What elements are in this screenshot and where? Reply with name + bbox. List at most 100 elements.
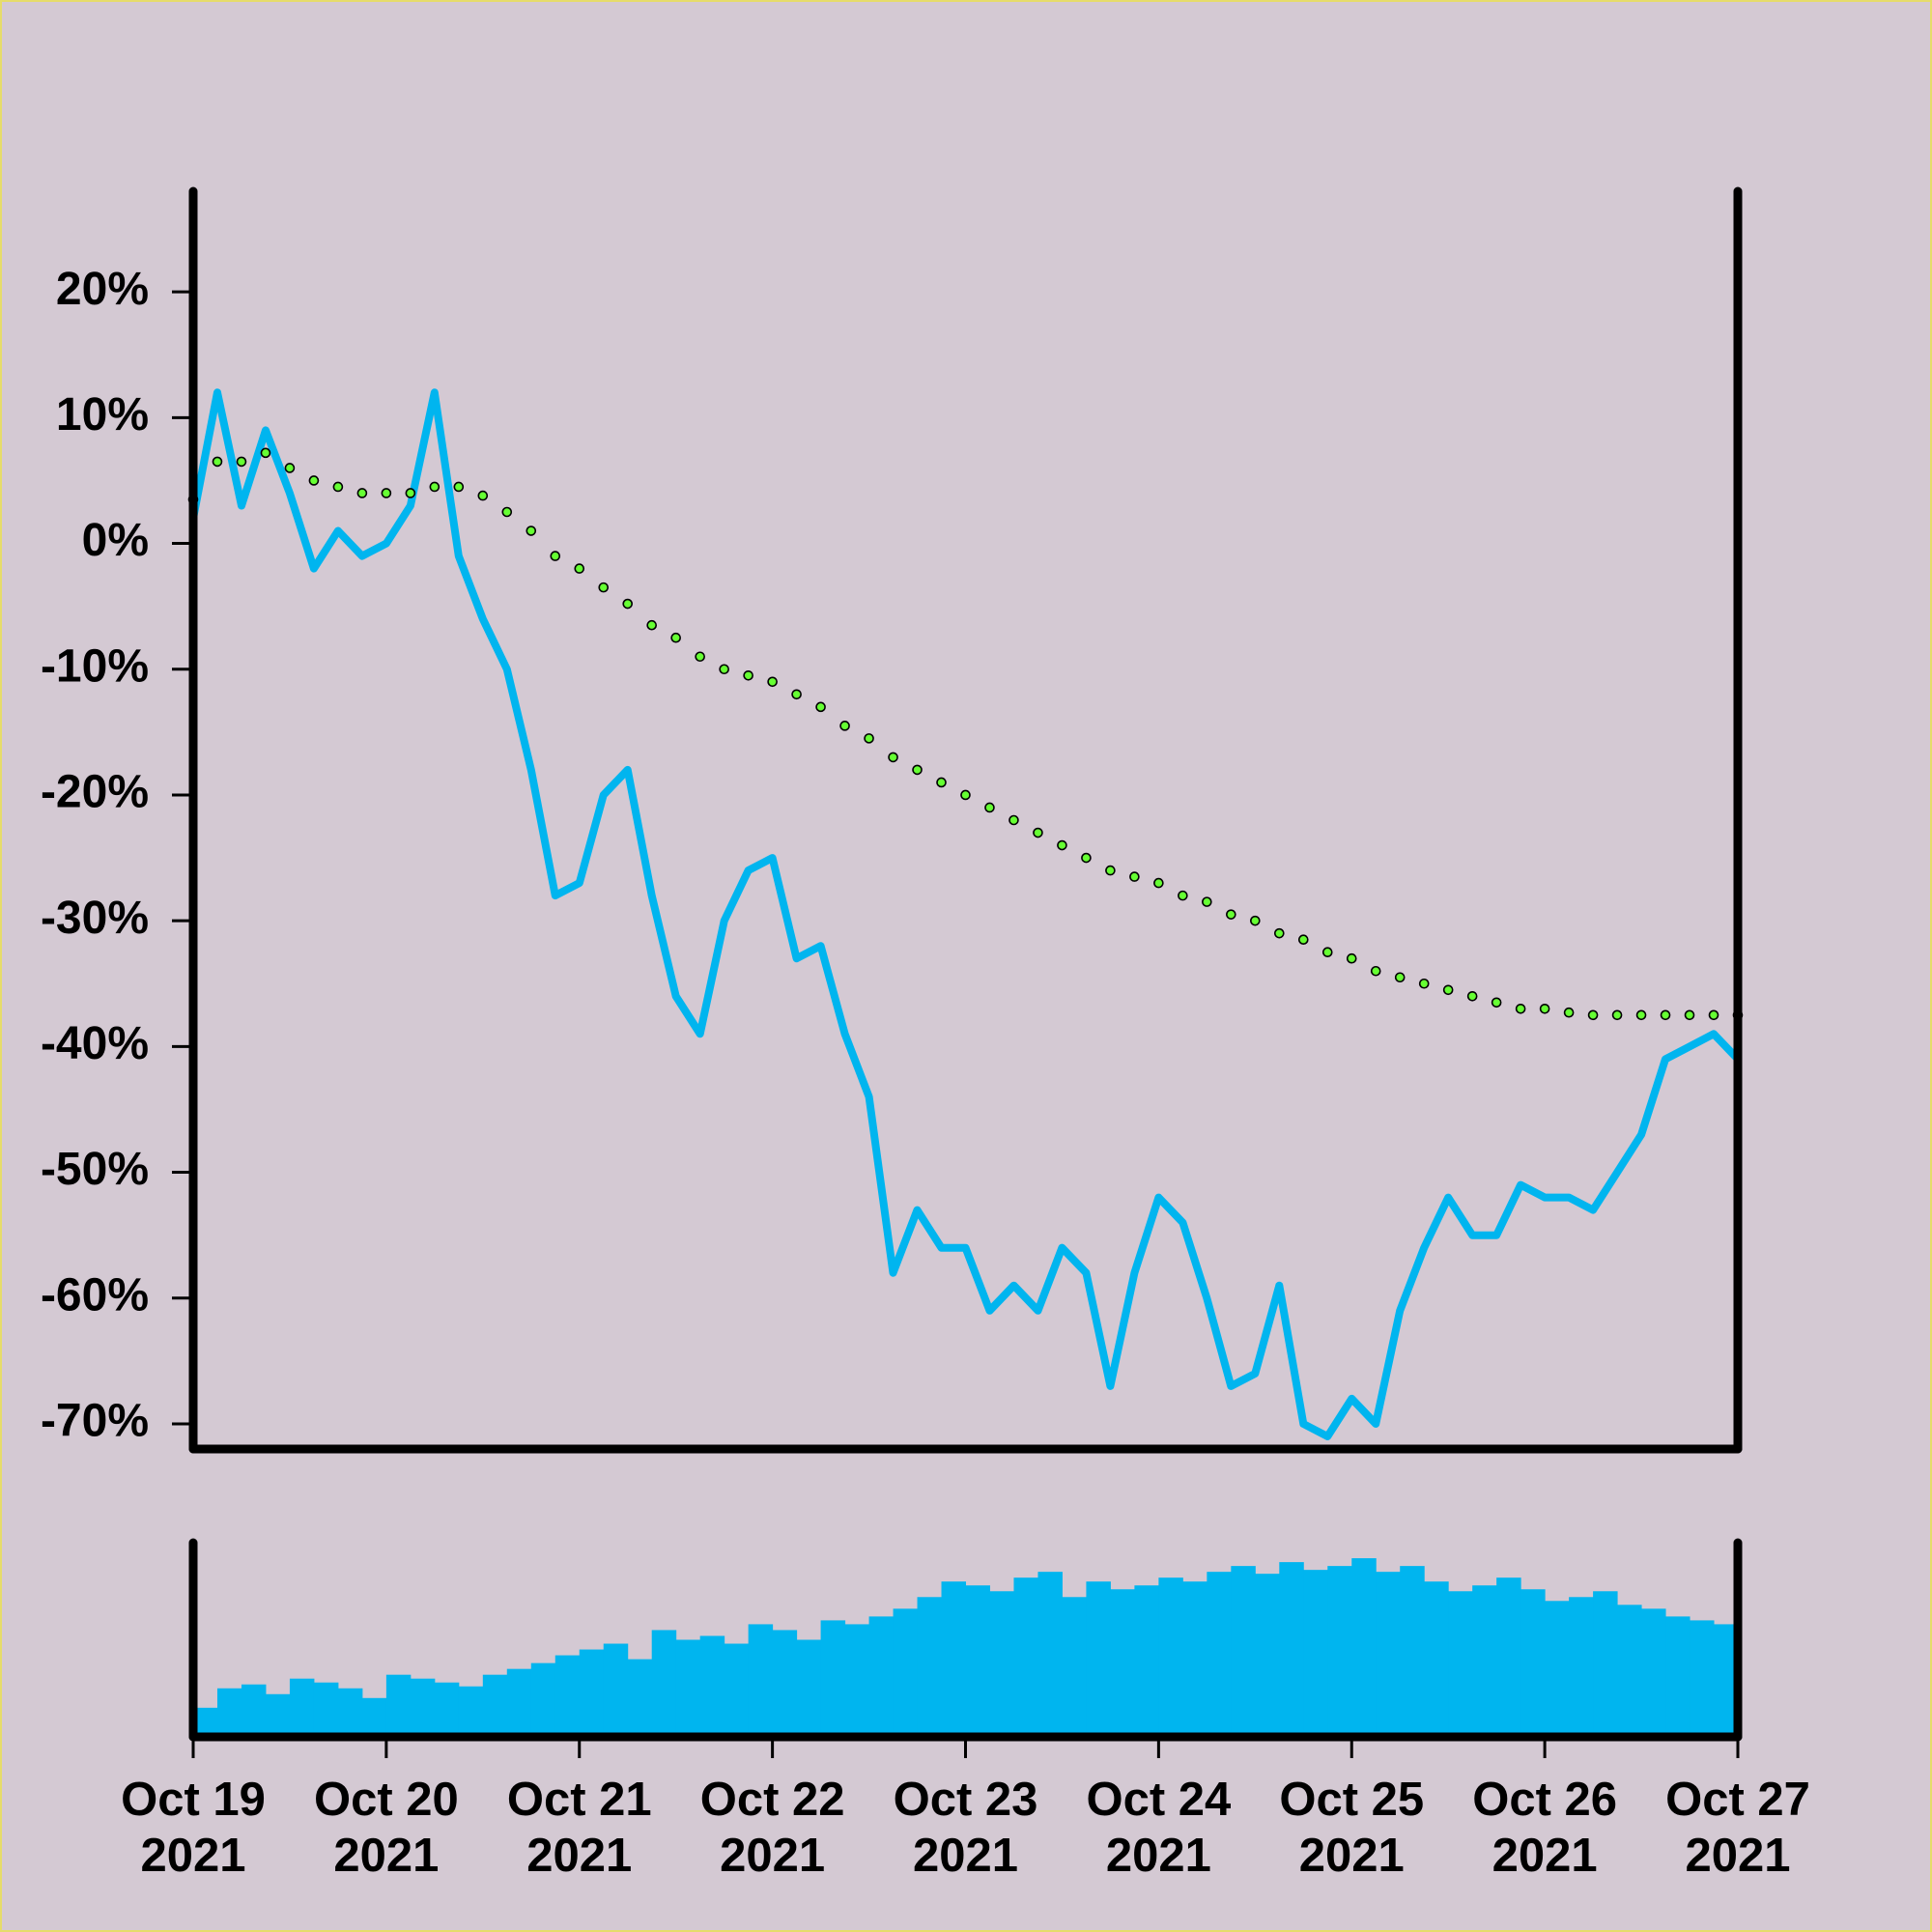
- volume-bar: [1593, 1591, 1618, 1737]
- volume-bar: [1472, 1585, 1497, 1737]
- average-dot: [477, 490, 489, 501]
- volume-bar: [603, 1643, 629, 1737]
- average-dot: [1129, 871, 1140, 882]
- average-dot: [1466, 990, 1478, 1002]
- volume-bar: [1013, 1577, 1038, 1737]
- volume-bar: [1569, 1597, 1594, 1737]
- average-dot: [960, 789, 971, 801]
- volume-bar: [1062, 1597, 1087, 1737]
- average-dot: [670, 632, 681, 643]
- x-tick-label: Oct 21 2021: [506, 1774, 652, 1882]
- average-dot: [767, 676, 778, 688]
- average-dot: [864, 733, 874, 744]
- volume-bar: [410, 1678, 436, 1737]
- average-dot: [405, 488, 416, 498]
- average-dot: [550, 551, 561, 561]
- volume-bar: [1617, 1605, 1642, 1737]
- average-dot: [839, 721, 850, 731]
- volume-bar: [724, 1643, 750, 1737]
- volume-bar: [796, 1639, 822, 1737]
- average-dot: [212, 456, 223, 468]
- y-tick-label: 20%: [56, 264, 149, 315]
- average-dot: [1539, 1004, 1550, 1014]
- volume-bar: [1255, 1574, 1280, 1737]
- x-tick-label: Oct 24 2021: [1086, 1774, 1232, 1882]
- volume-bar: [1158, 1577, 1183, 1737]
- average-dot: [1033, 827, 1043, 838]
- volume-bar: [1545, 1601, 1570, 1737]
- y-tick-label: -10%: [41, 640, 149, 692]
- average-dot: [719, 664, 729, 675]
- volume-bar: [506, 1668, 532, 1737]
- volume-bar: [1448, 1591, 1473, 1737]
- average-dot: [429, 481, 440, 493]
- y-tick-label: -60%: [41, 1269, 149, 1321]
- x-tick-label: Oct 27 2021: [1665, 1774, 1810, 1882]
- average-dot: [1250, 915, 1261, 926]
- average-dot: [1226, 909, 1236, 920]
- volume-bar: [289, 1678, 315, 1737]
- volume-bar: [313, 1682, 339, 1737]
- x-tick-label: Oct 22 2021: [699, 1774, 845, 1882]
- volume-bar: [772, 1630, 798, 1737]
- average-dot: [791, 689, 802, 700]
- volume-bar: [917, 1597, 943, 1737]
- average-dot: [453, 481, 465, 493]
- average-dot: [332, 481, 344, 493]
- average-dot: [1370, 965, 1381, 977]
- volume-bar: [868, 1616, 895, 1737]
- y-tick-label: -30%: [41, 893, 149, 944]
- average-dot: [984, 802, 995, 813]
- y-tick-label: -50%: [41, 1144, 149, 1195]
- average-dot: [1563, 1007, 1575, 1018]
- average-dot: [308, 475, 320, 486]
- y-tick-label: -70%: [41, 1396, 149, 1447]
- volume-bar: [941, 1581, 966, 1737]
- volume-bar: [893, 1608, 919, 1737]
- average-dot: [1202, 896, 1212, 907]
- volume-bar: [1424, 1581, 1449, 1737]
- volume-bar: [530, 1662, 556, 1737]
- average-dot: [1684, 1009, 1695, 1021]
- average-dot: [1153, 877, 1164, 889]
- volume-bar: [361, 1697, 387, 1737]
- volume-bar: [651, 1630, 677, 1737]
- average-dot: [598, 582, 610, 593]
- volume-bar: [820, 1620, 846, 1737]
- average-dot: [1660, 1009, 1671, 1021]
- average-dot: [1587, 1009, 1599, 1021]
- x-tick-label: Oct 23 2021: [893, 1774, 1038, 1882]
- volume-bar: [699, 1635, 725, 1737]
- volume-bar: [1496, 1577, 1521, 1737]
- average-dot: [1057, 839, 1067, 851]
- volume-bar: [1690, 1620, 1715, 1737]
- volume-bar: [579, 1649, 605, 1737]
- average-dot: [1297, 934, 1309, 945]
- volume-bar: [1207, 1572, 1232, 1737]
- x-tick-label: Oct 20 2021: [313, 1774, 459, 1882]
- average-dot: [1105, 865, 1116, 876]
- price-line: [193, 388, 1738, 1440]
- average-dot: [888, 752, 898, 763]
- average-dot: [622, 598, 634, 610]
- volume-bar: [458, 1686, 484, 1737]
- volume-bar: [482, 1674, 508, 1737]
- average-dot: [284, 463, 296, 473]
- average-dot: [743, 669, 753, 681]
- volume-bar: [434, 1682, 460, 1737]
- volume-bar: [675, 1639, 701, 1737]
- volume-bar: [1665, 1616, 1690, 1737]
- average-dot: [236, 456, 247, 468]
- volume-bar: [216, 1688, 242, 1737]
- average-dot: [1708, 1009, 1719, 1021]
- average-dot: [1418, 978, 1430, 989]
- volume-bar: [1376, 1572, 1401, 1737]
- x-tick-label: Oct 26 2021: [1472, 1774, 1618, 1882]
- average-dot: [1515, 1004, 1526, 1014]
- volume-bar: [748, 1624, 774, 1737]
- y-tick-label: 10%: [56, 389, 149, 440]
- average-dot: [1442, 984, 1454, 996]
- average-dot: [1321, 947, 1333, 958]
- average-dot: [1394, 972, 1406, 983]
